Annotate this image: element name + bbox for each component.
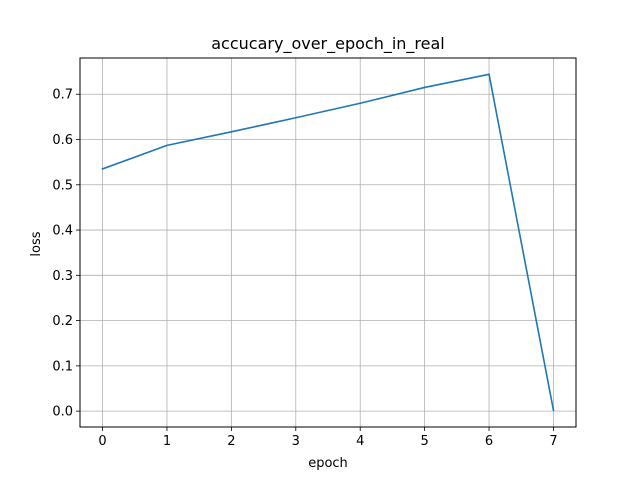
y-tick-label: 0.3 <box>52 269 73 284</box>
plot-frame <box>79 57 577 428</box>
x-tick-label: 1 <box>163 434 171 449</box>
series-group <box>101 73 555 412</box>
y-tick-label: 0.1 <box>52 359 73 374</box>
x-tick-label: 3 <box>292 434 300 449</box>
y-axis-label: loss <box>29 231 44 256</box>
y-tick-label: 0.2 <box>52 314 73 329</box>
x-tick-label: 4 <box>356 434 364 449</box>
x-axis-label: epoch <box>308 456 348 471</box>
grid <box>80 58 576 427</box>
data-point <box>294 116 297 119</box>
y-axis-ticks: 0.0 0.1 0.2 0.3 0.4 0.5 0.6 0.7 <box>52 88 80 420</box>
data-point <box>488 73 490 76</box>
x-tick-label: 5 <box>420 434 428 449</box>
data-point <box>359 102 362 105</box>
x-axis-ticks: 0 1 2 3 4 5 6 7 <box>98 427 558 449</box>
x-tick-label: 7 <box>549 434 557 449</box>
x-tick-label: 0 <box>98 434 106 449</box>
series-line <box>101 73 555 412</box>
data-point <box>230 131 233 133</box>
y-tick-label: 0.0 <box>52 405 73 420</box>
data-point <box>101 168 104 170</box>
y-tick-label: 0.7 <box>52 88 73 103</box>
y-tick-label: 0.4 <box>52 224 73 239</box>
x-tick-label: 6 <box>485 434 493 449</box>
data-point <box>423 86 426 89</box>
x-tick-label: 2 <box>227 434 235 449</box>
y-tick-label: 0.6 <box>52 133 73 148</box>
y-tick-label: 0.5 <box>52 178 73 193</box>
data-point <box>552 409 555 412</box>
chart-title: accucary_over_epoch_in_real <box>211 34 445 54</box>
data-point <box>166 144 168 147</box>
